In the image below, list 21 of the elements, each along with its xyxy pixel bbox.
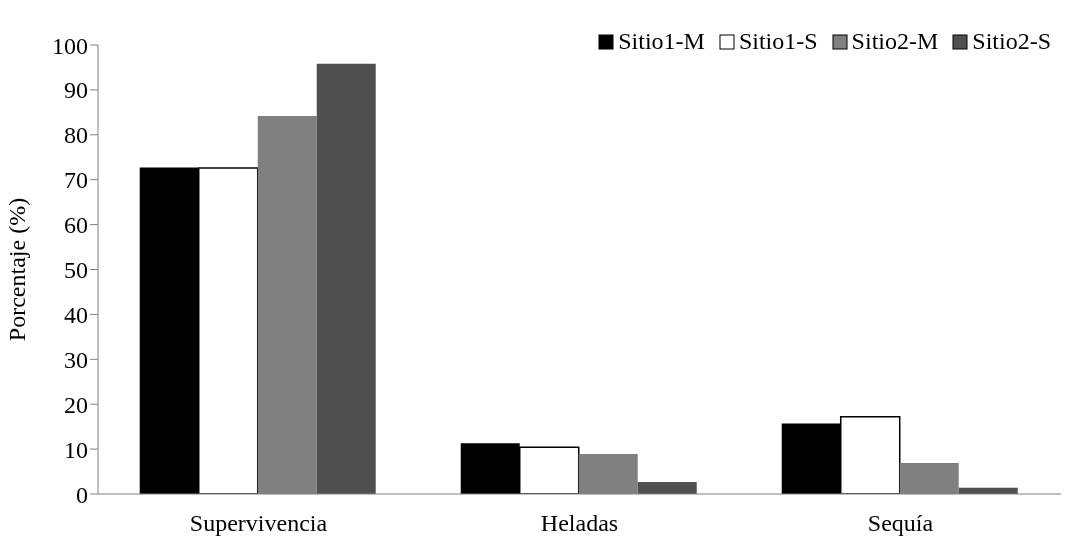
legend-label: Sitio1-S <box>737 28 818 55</box>
y-tick-label: 90 <box>64 77 88 104</box>
y-tick-label: 60 <box>64 212 88 239</box>
y-tick-label: 40 <box>64 301 88 328</box>
y-tick-label: 0 <box>76 481 88 508</box>
y-tick-label: 50 <box>64 257 88 284</box>
y-tick-label: 100 <box>52 32 88 59</box>
y-tick-label: 80 <box>64 122 88 149</box>
x-tick-label: Supervivencia <box>189 510 328 537</box>
y-tick-label: 20 <box>64 391 88 418</box>
bar <box>637 481 697 494</box>
legend-label: Sitio2-S <box>971 28 1051 55</box>
y-tick-label: 70 <box>64 167 88 194</box>
y-tick-label: 10 <box>64 436 88 463</box>
x-tick-label: Sequía <box>867 510 934 537</box>
legend-label: Sitio2-M <box>850 28 939 55</box>
x-tick-label: Heladas <box>540 510 619 537</box>
legend-label: Sitio1-M <box>617 28 705 55</box>
bar <box>316 63 376 494</box>
y-tick-label: 30 <box>64 346 88 373</box>
y-axis-title: Porcentaje (%) <box>3 197 30 342</box>
